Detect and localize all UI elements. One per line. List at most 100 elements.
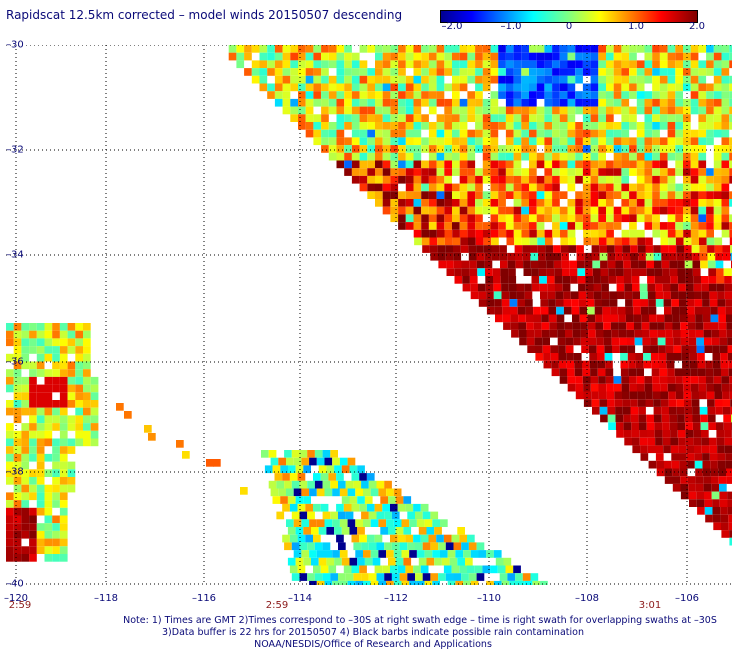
wind-cell [683,106,691,115]
wind-cell [320,473,329,481]
wind-cell [721,160,730,169]
wind-cell [459,191,468,199]
wind-cell [500,268,509,276]
wind-cell [729,45,732,53]
wind-cell [634,337,643,346]
wind-cell [6,369,14,377]
wind-cell [683,75,691,84]
wind-cell [652,122,660,130]
wind-cell [687,314,696,323]
wind-cell [321,45,329,53]
wind-cell [405,45,414,53]
wind-cell [721,52,730,61]
wind-cell [577,260,585,269]
wind-cell [52,453,60,462]
wind-cell [278,457,286,466]
wind-cell [336,83,345,92]
wind-cell [498,45,506,53]
wind-cell [680,476,688,484]
wind-cell [388,527,396,535]
wind-cell [465,557,473,566]
wind-cell [552,222,560,230]
wind-cell [721,175,730,184]
wind-cell [513,75,522,84]
wind-cell [667,368,675,377]
wind-cell [664,322,673,330]
wind-cell [44,523,53,531]
wind-cell [13,546,22,554]
wind-cell [677,414,685,423]
wind-cell [452,160,460,169]
wind-cell [375,83,383,92]
wind-cell [623,422,632,430]
wind-cell [661,260,670,269]
wind-cell [636,145,645,153]
wind-cell [467,175,476,184]
wind-cell [517,306,526,315]
wind-cell [552,45,560,53]
wind-cell [692,406,700,415]
wind-cell [659,45,668,53]
wind-cell [21,530,30,539]
wind-cell [514,237,522,246]
wind-cell [686,445,694,454]
wind-cell [428,152,437,161]
wind-cell [605,360,613,369]
wind-cell [607,252,616,261]
wind-cell [659,376,668,384]
wind-cell [413,503,421,512]
wind-cell [44,400,53,408]
wind-cell [565,337,574,346]
wind-cell [367,68,375,76]
wind-cell [590,68,599,76]
wind-cell [667,199,676,207]
wind-cell [637,399,646,407]
wind-cell [529,199,537,207]
wind-cell [582,98,591,107]
wind-cell [463,580,471,585]
wind-cell [44,392,53,400]
wind-cell [513,175,522,184]
wind-cell [615,260,624,269]
wind-cell [428,534,437,543]
wind-cell [83,384,91,393]
wind-cell [613,191,622,199]
wind-cell [390,68,399,76]
wind-cell [505,60,514,69]
wind-cell [6,407,14,416]
wind-cell [678,283,686,292]
wind-cell [452,206,460,215]
wind-cell [493,580,502,585]
wind-cell [636,45,645,53]
wind-cell [421,214,429,223]
wind-cell [357,557,365,566]
wind-cell [521,137,529,146]
wind-cell [677,430,686,438]
wind-cell [467,91,476,99]
wind-cell [459,229,468,238]
wind-cell [6,546,14,554]
wind-cell [328,129,337,138]
wind-cell [415,511,423,520]
wind-cell [44,500,53,508]
wind-cell [702,453,710,461]
wind-cell [538,260,547,269]
wind-cell [706,98,714,107]
wind-cell [592,406,600,415]
wind-cell [626,322,634,330]
wind-cell [683,145,691,153]
wind-cell [698,83,707,92]
wind-difference-cells [6,45,732,585]
wind-cell [696,491,704,500]
wind-cell [669,252,677,261]
wind-cell [336,145,345,153]
wind-cell [13,330,22,339]
wind-cell [475,191,483,199]
wind-cell [339,519,348,527]
wind-cell [498,68,506,76]
wind-cell [521,145,529,153]
wind-cell [290,45,298,53]
wind-cell [606,91,614,99]
wind-cell [52,523,60,531]
wind-cell [541,329,550,338]
